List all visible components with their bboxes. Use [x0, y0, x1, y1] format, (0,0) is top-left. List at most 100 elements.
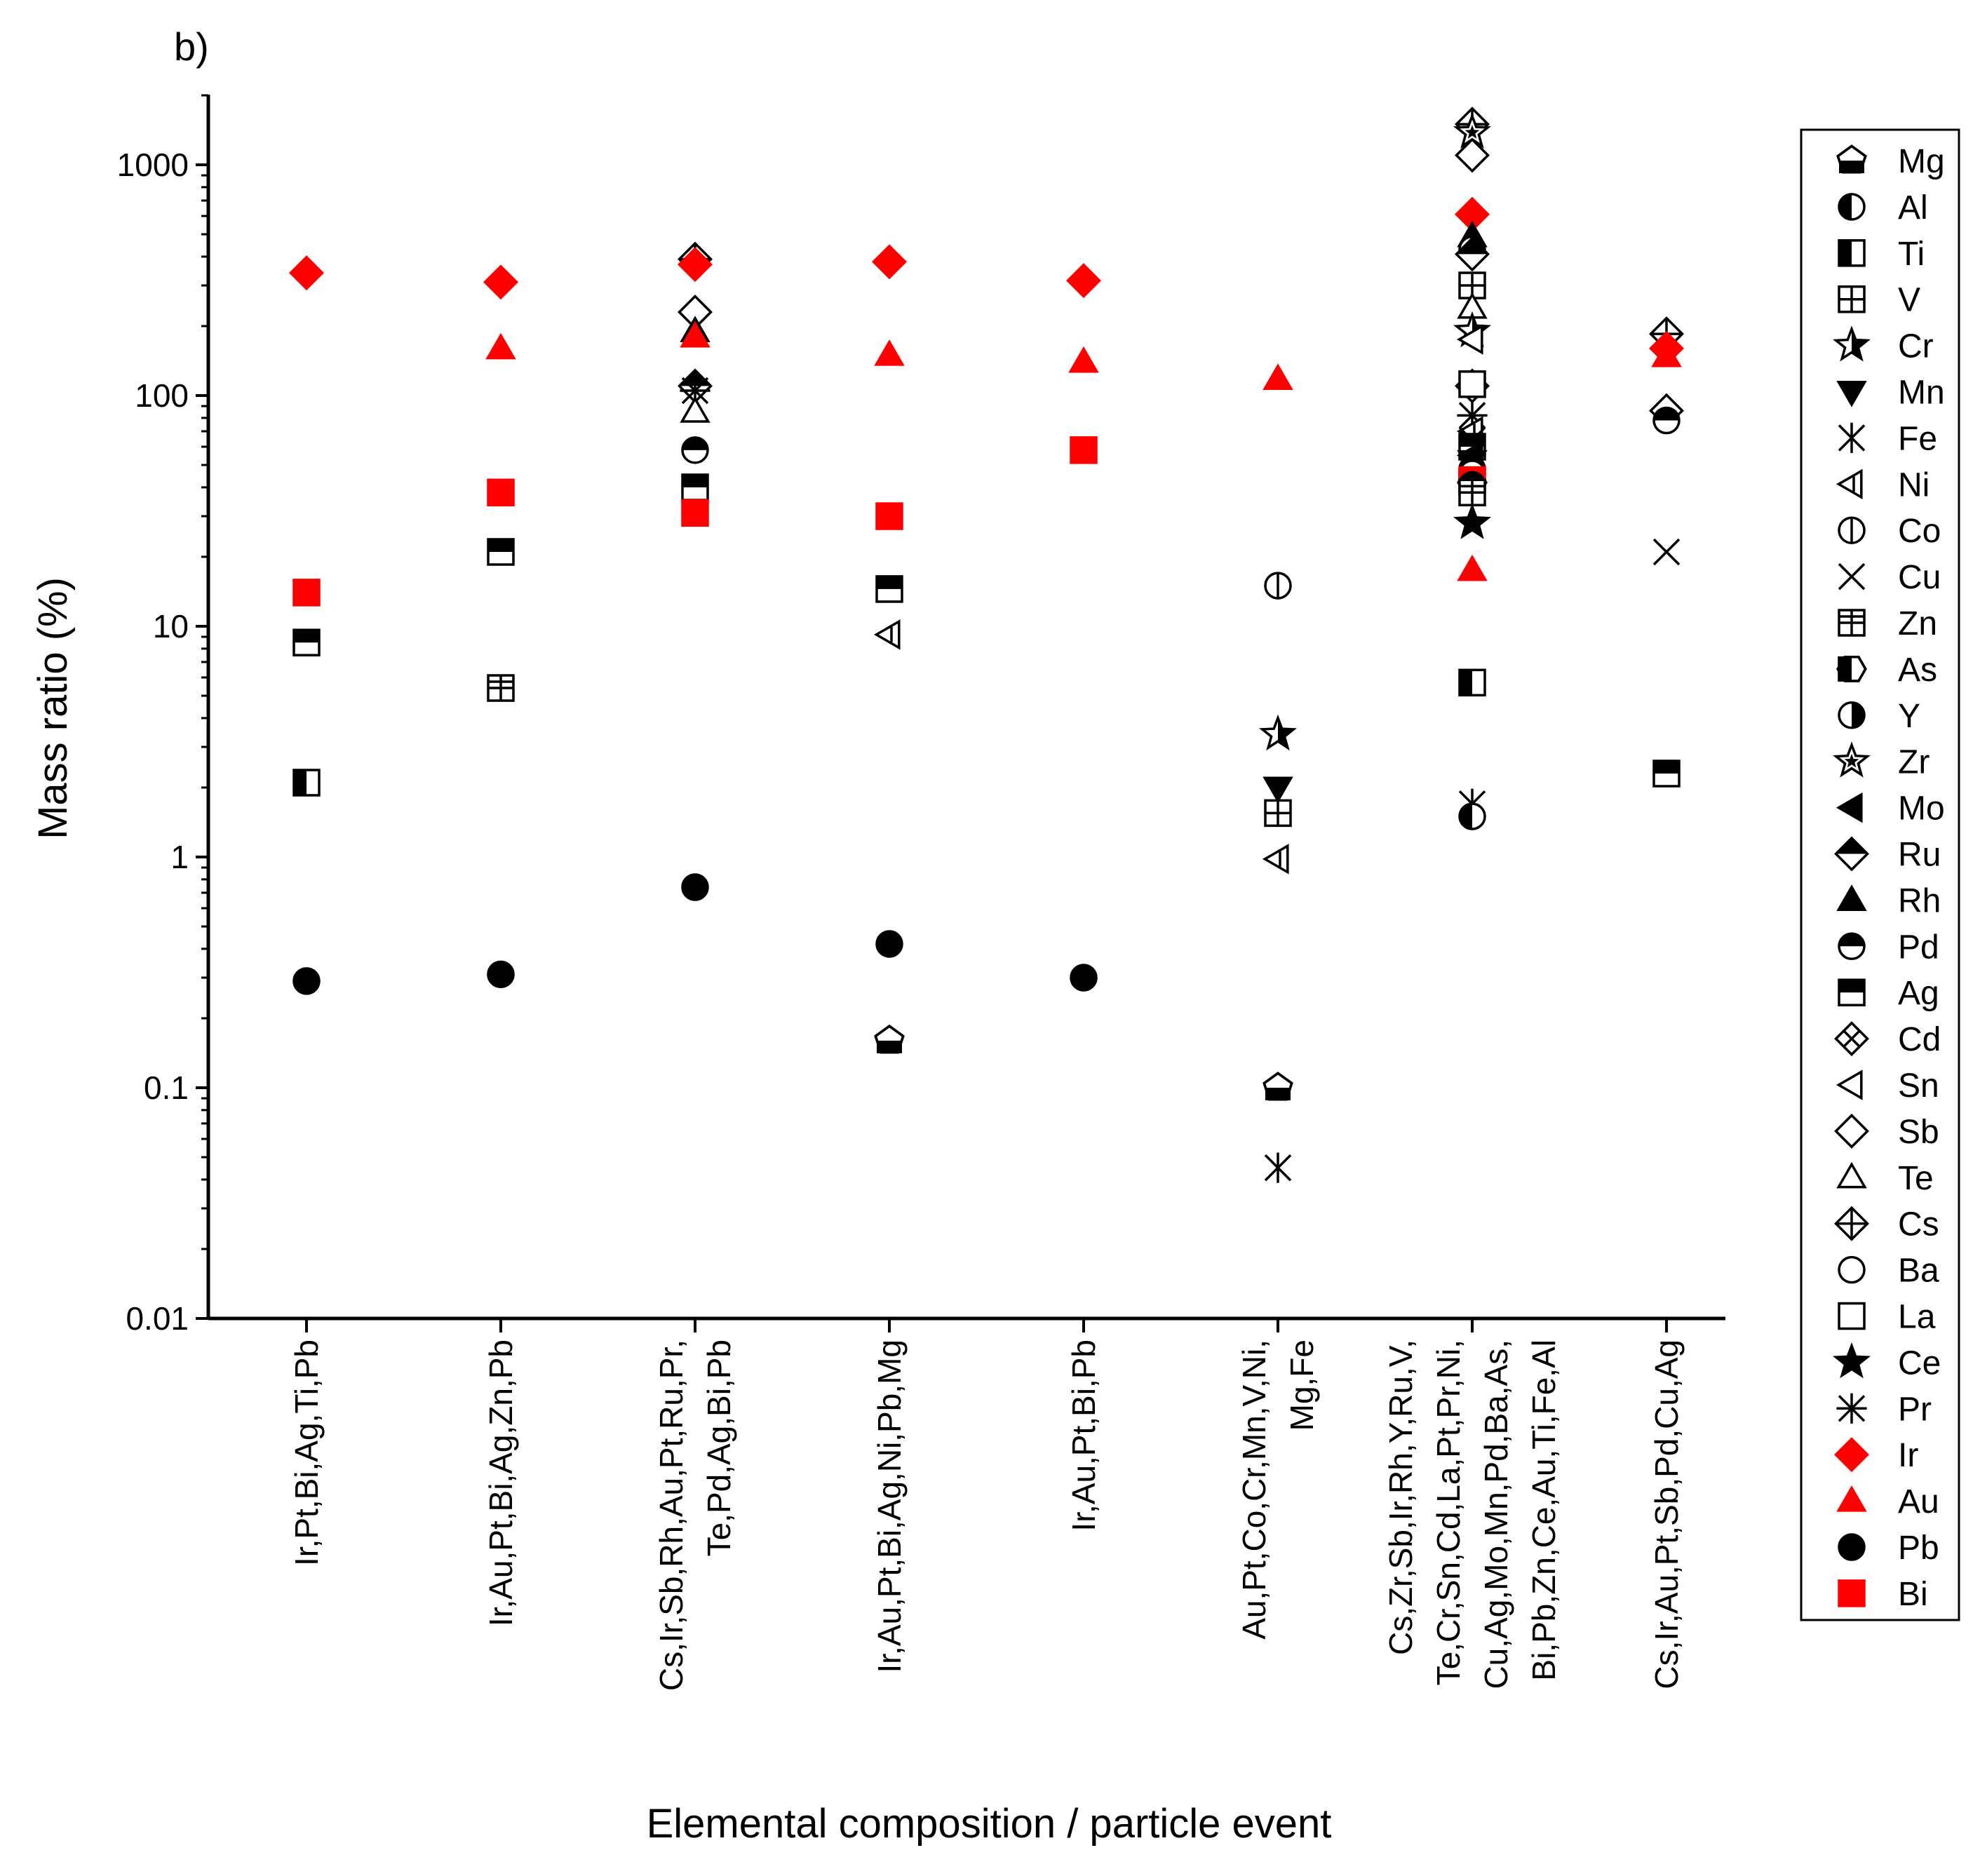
data-point-sn — [1456, 324, 1483, 355]
legend-label-au: Au — [1898, 1483, 1939, 1520]
data-point-te — [680, 396, 711, 423]
legend-marker-v — [1838, 285, 1866, 313]
legend-label-ru: Ru — [1898, 837, 1941, 874]
legend-marker-sb — [1834, 1113, 1869, 1149]
data-point-co — [1264, 572, 1292, 600]
data-point-pd — [1652, 406, 1681, 435]
data-point-au — [680, 320, 711, 348]
legend-label-ir: Ir — [1898, 1437, 1918, 1474]
data-point-au — [485, 332, 516, 360]
legend-label-as: As — [1898, 652, 1937, 689]
legend-marker-zr — [1832, 741, 1871, 778]
legend-marker-y — [1838, 701, 1866, 729]
data-point-cu — [1652, 538, 1681, 566]
y-tick-label: 100 — [135, 377, 189, 414]
legend-label-ni: Ni — [1898, 466, 1930, 504]
data-point-ir — [289, 255, 324, 291]
legend-marker-co — [1838, 516, 1866, 544]
data-point-pb — [487, 960, 515, 989]
legend-marker-sn — [1836, 1069, 1863, 1100]
data-point-ce — [1453, 503, 1492, 539]
data-point-ag — [681, 473, 709, 501]
plot-area — [206, 95, 1725, 1321]
x-category-label: Cs,Zr,Sb,Ir,Rh,Y,Ru,V, — [1382, 1339, 1419, 1655]
data-point-ir — [678, 247, 713, 283]
legend-marker-pr — [1836, 1393, 1867, 1424]
x-category-label: Ir,Au,Pt,Bi,Pb — [1065, 1339, 1102, 1532]
legend-marker-cu — [1838, 562, 1866, 591]
legend-label-sn: Sn — [1898, 1067, 1939, 1105]
data-point-ni — [873, 619, 901, 650]
x-category-label: Cs,Ir,Au,Pt,Sb,Pd,Cu,Ag — [1648, 1339, 1685, 1689]
x-category-label: Cs,Ir,Sb,Rh,Au,Pt,Ru,Pr, — [653, 1339, 689, 1691]
data-point-pb — [1070, 964, 1098, 992]
data-point-zn — [1458, 478, 1486, 507]
x-category-label: Ir,Pt,Bi,Ag,Ti,Pb — [288, 1339, 325, 1566]
data-point-cr — [1258, 714, 1298, 751]
data-point-bi — [292, 579, 321, 607]
y-tick-label: 0.1 — [144, 1069, 189, 1106]
legend-marker-cs — [1834, 1206, 1869, 1241]
legend-marker-ba — [1838, 1255, 1866, 1284]
legend-label-zn: Zn — [1898, 605, 1937, 642]
legend-label-zr: Zr — [1898, 744, 1930, 781]
data-point-ag — [875, 575, 903, 603]
legend-marker-al — [1838, 193, 1866, 221]
data-point-sb — [1455, 137, 1490, 173]
x-axis-ticks: Ir,Pt,Bi,Ag,Ti,Pb Ir,Au,Pt,Bi,Ag,Zn,Pb Cs,… — [288, 1318, 1685, 1691]
legend-label-mn: Mn — [1898, 374, 1945, 412]
legend-label-ag: Ag — [1898, 975, 1939, 1012]
data-point-al — [1458, 802, 1486, 830]
data-point-au — [1651, 340, 1682, 367]
x-category-label: Au,Pt,Co,Cr,Mn,V,Ni, — [1236, 1339, 1272, 1640]
x-category-label: Ir,Au,Pt,Bi,Ag,Zn,Pb — [483, 1339, 519, 1626]
data-point-la — [1458, 370, 1486, 398]
legend-label-y: Y — [1898, 698, 1920, 735]
legend-marker-mn — [1836, 380, 1867, 407]
x-category-label: Cu,Ag,Mo,Mn,Pd,Ba,As, — [1478, 1339, 1514, 1689]
legend-marker-ir — [1834, 1437, 1869, 1473]
legend-marker-fe — [1838, 422, 1866, 453]
legend-label-al: Al — [1898, 189, 1928, 227]
legend-label-ba: Ba — [1898, 1253, 1939, 1290]
data-point-mg — [874, 1024, 905, 1054]
legend-marker-cr — [1832, 325, 1871, 362]
y-tick-label: 1000 — [117, 147, 189, 183]
data-point-zn — [487, 674, 515, 702]
legend-label-ti: Ti — [1898, 236, 1925, 273]
legend-marker-bi — [1838, 1579, 1866, 1607]
legend-label-pd: Pd — [1898, 929, 1939, 966]
legend-marker-mo — [1836, 792, 1863, 823]
legend-label-mo: Mo — [1898, 790, 1945, 828]
legend-label-te: Te — [1898, 1160, 1934, 1197]
legend-marker-ti — [1838, 239, 1866, 267]
legend-label-fe: Fe — [1898, 420, 1937, 457]
legend-label-pb: Pb — [1898, 1530, 1939, 1567]
data-point-pb — [681, 873, 709, 901]
data-point-au — [874, 339, 905, 366]
data-point-bi — [487, 478, 515, 507]
data-point-au — [1457, 554, 1488, 581]
legend-label-pr: Pr — [1898, 1391, 1932, 1428]
data-point-ag — [1652, 760, 1681, 788]
data-point-ti — [292, 769, 321, 797]
legend-marker-cd — [1834, 1021, 1869, 1057]
x-axis-title: Elemental composition / particle event — [647, 1801, 1332, 1847]
data-point-ru — [1455, 236, 1490, 272]
legend-marker-ni — [1836, 468, 1863, 500]
panel-label: b) — [174, 25, 209, 69]
legend-label-la: La — [1898, 1299, 1936, 1336]
data-point-mn — [1262, 776, 1293, 804]
legend-marker-ru — [1834, 836, 1869, 872]
x-category-label: Te,Pd,Ag,Bi,Pb — [701, 1339, 737, 1556]
data-point-au — [1068, 346, 1099, 373]
legend-marker-au — [1836, 1485, 1867, 1512]
x-category-label: Bi,Pb,Zn,Ce,Au,Ti,Fe,Al — [1526, 1339, 1562, 1681]
legend-marker-la — [1838, 1302, 1866, 1330]
data-point-ag — [292, 628, 321, 656]
data-point-pd — [681, 436, 709, 464]
data-point-ni — [1262, 844, 1289, 875]
legend-label-ce: Ce — [1898, 1344, 1941, 1382]
data-point-pb — [292, 967, 321, 995]
